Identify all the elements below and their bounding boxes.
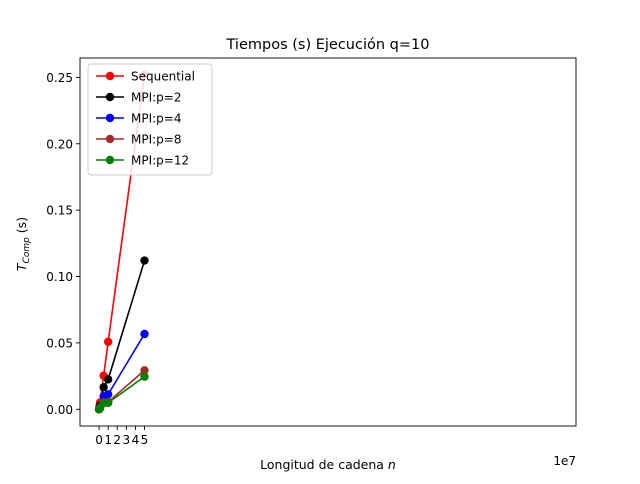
x-tick-label-1: 1 (104, 433, 112, 447)
axes: 0 1 2 3 4 5 0.00 0.05 0.10 0.15 0.20 0.25 (46, 57, 577, 447)
series-point-2-5 (103, 390, 113, 399)
axes-frame (79, 57, 577, 427)
legend-label-4: MPI:p=12 (131, 154, 189, 168)
y-tick-label-0: 0.00 (46, 403, 73, 417)
series-point-0-5 (103, 337, 113, 347)
series-point-4-6 (140, 372, 149, 381)
legend-marker-2 (105, 113, 115, 123)
legend: Sequential MPI:p=2 MPI:p=4 MPI:p=8 MPI:p=12 (87, 63, 213, 176)
series-point-1-5 (103, 375, 113, 384)
series-point-3-6 (140, 366, 149, 375)
legend-label-3: MPI:p=8 (131, 133, 181, 147)
y-tick-label-5: 0.25 (46, 71, 73, 85)
legend-box (87, 63, 213, 176)
x-tick-label-5: 5 (141, 433, 149, 447)
legend-label-0: Sequential (131, 70, 195, 84)
series-point-1-4 (99, 383, 108, 392)
chart-title: Tiempos (s) Ejecución q=10 (226, 37, 430, 53)
y-tick-label-4: 0.20 (46, 137, 73, 151)
y-axis-label: TComp (s) (14, 217, 32, 271)
x-axis-label: Longitud de cadena n (260, 457, 396, 472)
x-offset-label: 1e7 (553, 454, 576, 468)
y-tick-label-1: 0.05 (46, 336, 73, 350)
x-tick-label-4: 4 (132, 433, 140, 447)
legend-marker-1 (105, 92, 115, 102)
legend-marker-0 (105, 71, 115, 81)
series-point-4-5 (103, 398, 113, 408)
y-tick-label-3: 0.15 (46, 204, 73, 218)
legend-label-2: MPI:p=4 (131, 112, 181, 126)
series-point-1-6 (140, 256, 149, 265)
plot-area (94, 70, 149, 414)
y-tick-label-2: 0.10 (46, 270, 73, 284)
legend-marker-3 (105, 134, 115, 144)
x-tick-label-3: 3 (123, 433, 131, 447)
legend-label-1: MPI:p=2 (131, 91, 181, 105)
x-tick-label-0: 0 (95, 433, 103, 447)
x-tick-label-2: 2 (113, 433, 121, 447)
legend-marker-4 (105, 155, 115, 165)
series-point-2-6 (140, 329, 149, 339)
